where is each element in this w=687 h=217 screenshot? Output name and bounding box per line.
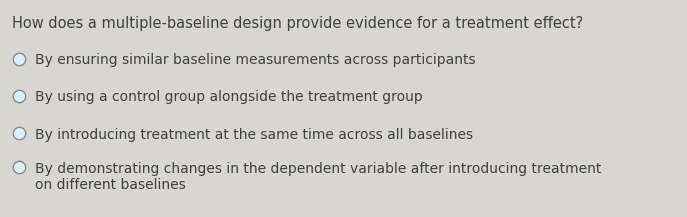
Text: By introducing treatment at the same time across all baselines: By introducing treatment at the same tim… xyxy=(35,128,473,141)
Text: By ensuring similar baseline measurements across participants: By ensuring similar baseline measurement… xyxy=(35,53,476,67)
Point xyxy=(14,95,25,98)
Text: By demonstrating changes in the dependent variable after introducing treatment
o: By demonstrating changes in the dependen… xyxy=(35,162,602,192)
Point xyxy=(14,132,25,135)
Point xyxy=(14,58,25,61)
Text: By using a control group alongside the treatment group: By using a control group alongside the t… xyxy=(35,90,423,104)
Text: How does a multiple-baseline design provide evidence for a treatment effect?: How does a multiple-baseline design prov… xyxy=(12,16,583,31)
Point xyxy=(14,166,25,169)
